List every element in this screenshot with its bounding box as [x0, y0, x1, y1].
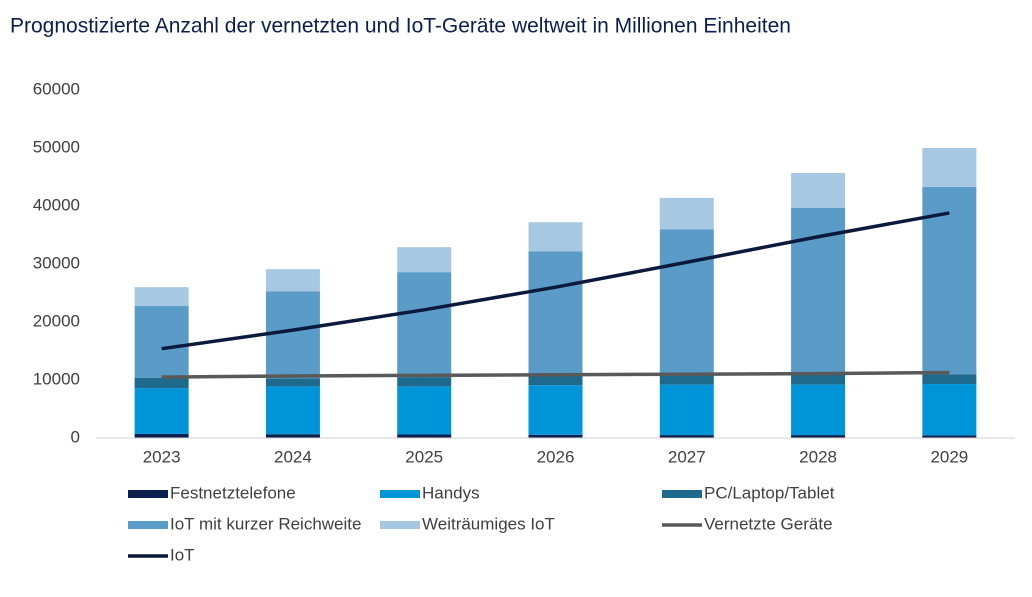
line: [161, 370, 950, 379]
y-tick-label: 50000: [33, 137, 80, 156]
x-tick-label: 2027: [668, 447, 706, 466]
bar: [528, 434, 583, 438]
bar: [265, 378, 320, 387]
bar: [791, 172, 846, 208]
bar: [528, 251, 583, 376]
x-tick-label: 2029: [930, 447, 968, 466]
bar: [791, 374, 846, 385]
bar: [791, 435, 846, 438]
line: [161, 211, 950, 351]
legend-label: IoT mit kurzer Reichweite: [170, 514, 361, 533]
bar: [134, 388, 189, 434]
bar: [134, 433, 189, 438]
bar: [397, 434, 452, 438]
legend-label: Festnetztelefone: [170, 483, 296, 502]
legend-label: Vernetzte Geräte: [704, 514, 833, 533]
bar: [397, 386, 452, 435]
legend-swatch: [380, 521, 420, 529]
bar: [528, 222, 583, 252]
bar: [659, 229, 714, 375]
bar: [134, 287, 189, 307]
y-tick-label: 40000: [33, 195, 80, 214]
bar: [922, 384, 977, 436]
legend-label: IoT: [170, 545, 195, 564]
y-tick-label: 60000: [33, 79, 80, 98]
bar: [397, 247, 452, 273]
legend-label: Weiträumiges IoT: [422, 514, 555, 533]
bar: [659, 435, 714, 438]
bar: [659, 197, 714, 230]
bar: [134, 306, 189, 378]
bar: [922, 186, 977, 375]
y-tick-label: 30000: [33, 253, 80, 272]
bar: [922, 148, 977, 187]
legend-swatch: [128, 490, 168, 498]
y-tick-label: 20000: [33, 311, 80, 330]
x-tick-label: 2023: [143, 447, 181, 466]
bar: [791, 384, 846, 436]
chart-title: Prognostizierte Anzahl der vernetzten un…: [10, 15, 791, 38]
bar: [659, 384, 714, 436]
y-tick-label: 0: [71, 427, 80, 446]
legend-swatch: [662, 490, 702, 498]
legend-label: PC/Laptop/Tablet: [704, 483, 835, 502]
bar: [265, 434, 320, 438]
bar: [265, 386, 320, 435]
bar: [528, 385, 583, 435]
bar: [134, 377, 189, 389]
y-tick-label: 10000: [33, 369, 80, 388]
bar: [922, 374, 977, 385]
bar: [265, 269, 320, 292]
legend-label: Handys: [422, 483, 480, 502]
x-tick-label: 2028: [799, 447, 837, 466]
x-tick-label: 2025: [405, 447, 443, 466]
legend-swatch: [380, 490, 420, 498]
legend-swatch: [128, 521, 168, 529]
bar: [397, 377, 452, 387]
bar: [265, 291, 320, 379]
bar: [659, 374, 714, 385]
bar: [922, 435, 977, 438]
x-tick-label: 2024: [274, 447, 312, 466]
bar: [397, 272, 452, 378]
bar: [528, 375, 583, 386]
x-tick-label: 2026: [537, 447, 575, 466]
